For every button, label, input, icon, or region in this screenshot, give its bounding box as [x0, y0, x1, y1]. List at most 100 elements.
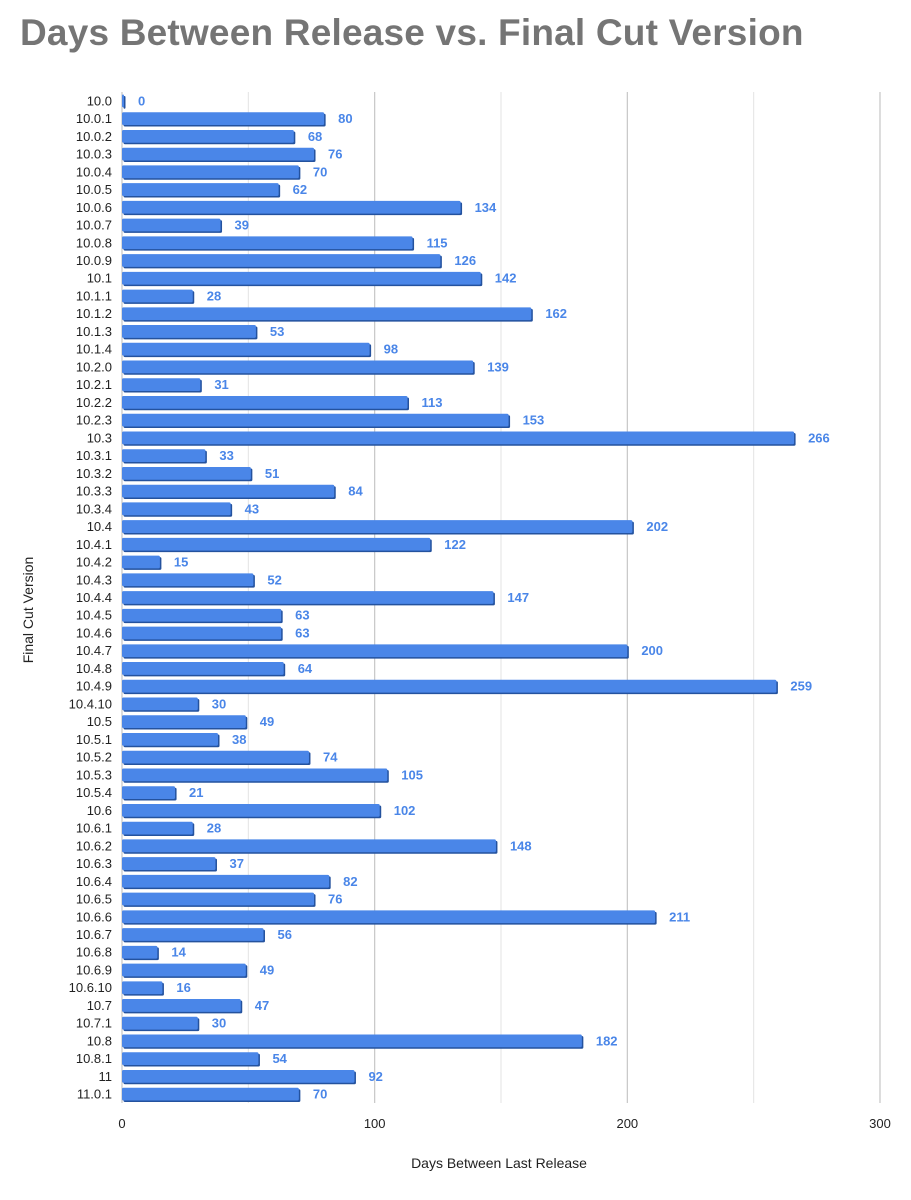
category-label: 10.2.1 [76, 377, 112, 392]
data-label: 74 [323, 750, 338, 765]
category-label: 10.5.2 [76, 750, 112, 765]
data-label: 82 [343, 874, 357, 889]
category-label: 10.4.3 [76, 572, 112, 587]
data-label: 28 [207, 821, 221, 836]
bar [122, 733, 219, 746]
category-label: 10.4.5 [76, 608, 112, 623]
category-label: 10.0.6 [76, 200, 112, 215]
bar [122, 803, 380, 817]
bar [122, 591, 494, 604]
category-label: 10.5.3 [76, 767, 112, 782]
bar [122, 520, 633, 533]
data-label: 28 [207, 288, 221, 303]
data-label: 115 [427, 235, 448, 250]
bar [122, 236, 413, 250]
category-label: 10.6.10 [69, 980, 112, 995]
bar [122, 981, 163, 995]
x-tick-label: 200 [616, 1116, 638, 1131]
data-label: 64 [298, 661, 313, 676]
bar [122, 1070, 355, 1083]
data-label: 142 [495, 271, 517, 286]
category-label: 10.1.3 [76, 324, 112, 339]
category-label: 10.4.8 [76, 661, 112, 676]
category-label: 10.3.4 [76, 501, 112, 516]
bar [122, 626, 282, 640]
category-label: 10.0.2 [76, 129, 112, 144]
category-label: 10.4.7 [76, 643, 112, 658]
data-label: 92 [368, 1069, 382, 1084]
bar [122, 715, 246, 729]
category-label: 11.0.1 [77, 1087, 112, 1102]
category-label: 10.1.4 [76, 342, 112, 357]
data-label: 84 [348, 484, 363, 499]
bar [122, 112, 325, 125]
x-axis-title: Days Between Last Release [411, 1155, 587, 1171]
category-label: 10.6.2 [76, 838, 112, 853]
category-label: 10.6.3 [76, 856, 112, 871]
data-label: 211 [669, 909, 690, 924]
category-label: 10.6.6 [76, 909, 112, 924]
data-label: 30 [212, 1016, 226, 1031]
bar [122, 857, 216, 870]
data-label: 39 [235, 218, 249, 233]
category-label: 10.0.7 [76, 218, 112, 233]
data-label: 80 [338, 111, 352, 126]
bar [122, 147, 315, 161]
bar [122, 945, 158, 959]
bar [122, 750, 309, 764]
bar [122, 200, 461, 214]
data-label: 148 [510, 838, 532, 853]
bar [122, 271, 481, 285]
category-label: 10.0.8 [76, 235, 112, 250]
bar [122, 999, 241, 1012]
bar [122, 396, 408, 409]
x-tick-labels: 0 100 200 300 [118, 1116, 890, 1131]
bar [122, 431, 795, 445]
data-label: 14 [171, 945, 186, 960]
category-label: 10.0 [87, 93, 112, 108]
bar [122, 662, 284, 675]
bar [122, 325, 256, 338]
bar [122, 254, 441, 267]
category-label: 10.5 [87, 714, 112, 729]
category-label: 10.6.4 [76, 874, 112, 889]
category-label: 10.6.9 [76, 962, 112, 977]
data-label: 47 [255, 998, 269, 1013]
data-label: 43 [245, 501, 259, 516]
category-label: 10.2.0 [76, 359, 112, 374]
data-label: 63 [295, 625, 309, 640]
bar [122, 502, 231, 516]
chart-title: Days Between Release vs. Final Cut Versi… [20, 12, 804, 53]
bar [122, 1087, 299, 1101]
bar [122, 289, 193, 303]
data-label: 98 [384, 342, 398, 357]
category-label: 10.4 [87, 519, 112, 534]
category-label: 10.7.1 [76, 1016, 112, 1031]
data-label: 162 [545, 306, 567, 321]
category-label: 10.2.2 [76, 395, 112, 410]
category-label: 10.0.5 [76, 182, 112, 197]
bar [122, 466, 251, 480]
data-label: 53 [270, 324, 284, 339]
y-axis-title: Final Cut Version [20, 557, 36, 664]
bar [122, 821, 193, 835]
x-tick-label: 100 [364, 1116, 386, 1131]
data-label: 62 [293, 182, 307, 197]
category-label: 10.0.1 [76, 111, 112, 126]
bar [122, 183, 279, 196]
x-tick-label: 300 [869, 1116, 891, 1131]
data-label: 31 [214, 377, 228, 392]
bar [122, 342, 370, 356]
bar [122, 555, 160, 569]
category-label: 10.3 [87, 430, 112, 445]
bar [122, 94, 124, 108]
category-label: 10.7 [87, 998, 112, 1013]
data-label: 259 [790, 679, 812, 694]
data-label: 0 [138, 93, 145, 108]
category-label: 10.5.1 [76, 732, 112, 747]
category-label: 10.2.3 [76, 413, 112, 428]
category-label: 10.3.1 [76, 448, 112, 463]
bar [122, 165, 299, 179]
data-label: 266 [808, 430, 830, 445]
category-label: 10.4.1 [76, 537, 112, 552]
